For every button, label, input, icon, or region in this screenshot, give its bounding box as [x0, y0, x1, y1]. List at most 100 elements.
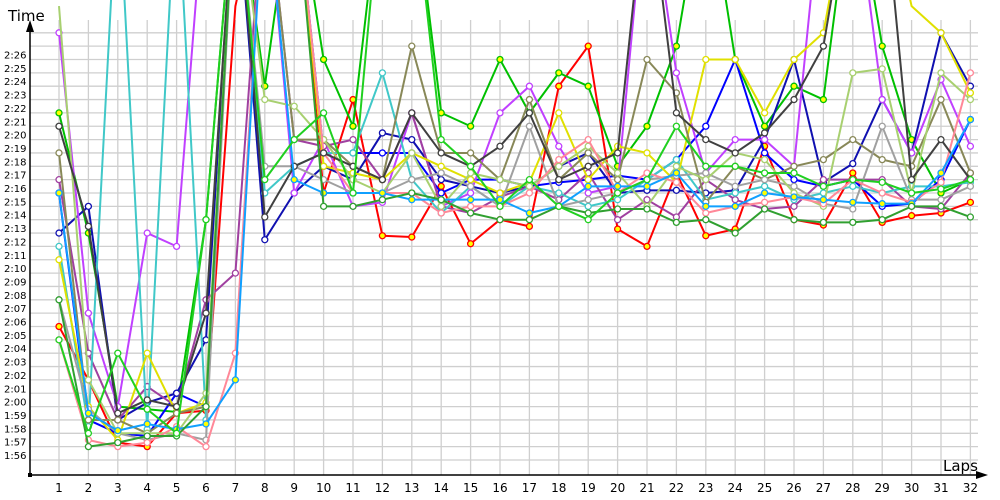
x-tick-label: 28: [845, 481, 860, 495]
data-point: [378, 69, 387, 77]
y-tick-label: 2:15: [4, 197, 26, 208]
data-point: [466, 122, 475, 130]
data-point: [819, 155, 828, 164]
data-point: [466, 182, 475, 190]
data-point: [172, 429, 181, 437]
x-axis-arrow-icon: [976, 471, 988, 479]
origin-marker: [28, 473, 32, 477]
data-point: [849, 205, 857, 213]
data-point: [613, 175, 622, 184]
data-point: [672, 169, 681, 177]
y-tick-labels: 1:56 1:57 1:58 1:59 2:00 2:01 2:02 2:03 2:04 2:05…: [4, 51, 26, 463]
data-point: [143, 229, 151, 237]
data-point: [172, 242, 181, 251]
data-point: [408, 175, 416, 184]
data-point: [231, 376, 240, 384]
x-tick-label: 5: [173, 481, 181, 495]
data-point: [437, 209, 445, 217]
data-point: [849, 135, 857, 144]
series-layer: [55, 0, 975, 451]
data-point: [819, 42, 828, 50]
x-tick-label: 7: [232, 481, 240, 495]
x-tick-label: 24: [728, 481, 743, 495]
x-tick-label: 29: [875, 481, 890, 495]
data-point: [202, 216, 210, 224]
data-point: [937, 185, 945, 193]
data-point: [408, 233, 416, 241]
data-point: [878, 178, 886, 186]
y-axis-arrow-icon: [26, 20, 34, 32]
data-point: [643, 182, 651, 190]
y-axis-label: Time: [7, 7, 45, 25]
data-point: [114, 349, 122, 357]
x-tick-label: 26: [786, 481, 801, 495]
data-point: [172, 402, 181, 411]
data-point: [349, 135, 357, 144]
data-point: [643, 196, 651, 204]
series-line: [58, 0, 972, 421]
y-tick-label: 2:01: [4, 384, 26, 395]
data-point: [378, 149, 387, 157]
series-15: [55, 0, 975, 451]
data-point: [496, 175, 504, 184]
data-point: [643, 242, 651, 251]
data-point: [584, 209, 592, 217]
data-point: [702, 122, 710, 130]
data-point: [613, 149, 622, 157]
data-point: [584, 202, 592, 211]
x-tick-label: 14: [434, 481, 449, 495]
data-point: [613, 169, 622, 177]
data-point: [702, 135, 710, 144]
data-point: [496, 202, 504, 211]
data-point: [760, 135, 769, 144]
data-point: [143, 349, 151, 357]
data-point: [819, 196, 828, 204]
data-point: [760, 198, 769, 206]
x-tick-label: 16: [492, 481, 507, 495]
data-point: [319, 202, 328, 211]
series-7: [55, 0, 975, 433]
x-tick-label: 18: [551, 481, 566, 495]
data-point: [584, 196, 592, 204]
data-point: [878, 189, 886, 197]
data-point: [702, 162, 710, 170]
data-point: [349, 149, 357, 157]
data-point: [672, 178, 681, 186]
data-point: [84, 376, 93, 384]
y-tick-label: 2:19: [4, 144, 26, 155]
series-6: [55, 0, 975, 424]
x-tick-label: 22: [669, 481, 684, 495]
series-line: [58, 0, 972, 415]
data-point: [466, 175, 475, 184]
y-tick-label: 2:20: [4, 131, 26, 142]
data-point: [937, 95, 945, 104]
data-point: [466, 169, 475, 177]
y-tick-label: 2:21: [4, 117, 26, 128]
data-point: [849, 159, 857, 168]
data-point: [408, 109, 416, 117]
data-point: [702, 169, 710, 177]
data-point: [555, 162, 563, 170]
y-tick-label: 2:03: [4, 358, 26, 369]
data-point: [672, 186, 681, 194]
y-tick-label: 2:11: [4, 251, 26, 262]
data-point: [202, 420, 210, 428]
y-tick-label: 1:56: [4, 451, 26, 462]
data-point: [437, 169, 445, 177]
data-point: [466, 240, 475, 248]
data-point: [849, 218, 857, 227]
data-point: [525, 109, 534, 117]
data-point: [378, 189, 387, 197]
data-point: [937, 202, 945, 211]
data-point: [790, 55, 798, 64]
data-point: [466, 149, 475, 157]
data-point: [55, 229, 63, 237]
data-point: [702, 232, 710, 240]
data-point: [290, 189, 298, 197]
data-point: [555, 142, 563, 150]
data-point: [731, 135, 739, 144]
data-point: [966, 142, 975, 150]
y-tick-label: 2:23: [4, 91, 26, 102]
data-point: [143, 438, 151, 447]
